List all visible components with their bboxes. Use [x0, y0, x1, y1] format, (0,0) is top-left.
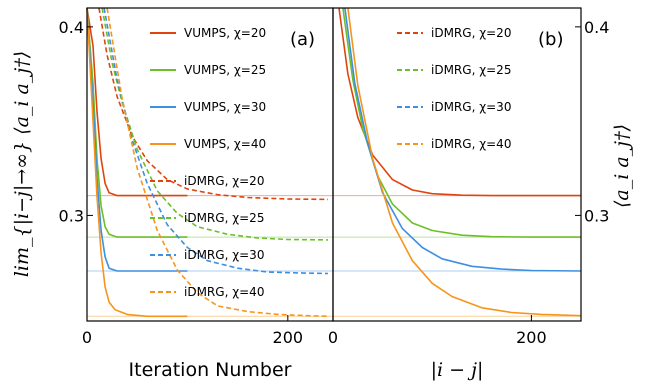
x-tick-label-2: 200 [516, 328, 547, 347]
panel-label-b: (b) [538, 29, 563, 50]
series-a [86, 7, 329, 318]
legend-label-7: iDMRG, χ=30 [184, 248, 264, 262]
x-tick-label-1: 0 [82, 328, 92, 347]
legend-b: iDMRG, χ=20 iDMRG, χ=25 iDMRG, χ=30 iDMRG, … [397, 26, 511, 151]
series-line-5 [338, 7, 581, 197]
legend-label-3: VUMPS, χ=30 [184, 100, 266, 114]
y-tick-label-1: 0.3 [584, 206, 609, 225]
y-axis-label-b: ⟨a_i a_j†⟩ [611, 124, 633, 208]
panel-label-a: (a) [290, 29, 315, 50]
x-tick-label-1: 0 [328, 328, 338, 347]
legend-label-1: iDMRG, χ=20 [431, 26, 511, 40]
series-line-8 [347, 7, 582, 317]
x-tick-label-2: 200 [273, 328, 304, 347]
legend-label-2: VUMPS, χ=25 [184, 63, 266, 77]
series-line-7 [344, 7, 582, 272]
ticks-a: 0 200 0.3 0.4 [59, 18, 304, 347]
series-b [338, 7, 582, 317]
y-axis-label-a: lim_{|i−j|→∞} ⟨a_i a_j†⟩ [11, 51, 33, 277]
series-line-2 [86, 7, 188, 238]
legend-label-8: iDMRG, χ=40 [184, 285, 264, 299]
legend-label-3: iDMRG, χ=30 [431, 100, 511, 114]
y-tick-label-2: 0.4 [59, 18, 84, 37]
axes-frame-b [332, 7, 582, 322]
legend-label-5: iDMRG, χ=20 [184, 174, 264, 188]
series-line-6 [342, 7, 581, 238]
x-axis-label-b: |i − j| [431, 359, 484, 381]
legend-label-1: VUMPS, χ=20 [184, 26, 266, 40]
x-axis-label-a: Iteration Number [129, 359, 292, 381]
legend-a: VUMPS, χ=20 VUMPS, χ=25 VUMPS, χ=30 VUMPS, … [150, 26, 266, 299]
legend-label-6: iDMRG, χ=25 [184, 211, 264, 225]
series-line-4 [86, 7, 188, 318]
axes-frame-a [86, 7, 334, 322]
series-line-5 [98, 7, 329, 201]
series-line-8 [106, 7, 329, 318]
series-line-1 [86, 7, 188, 197]
y-tick-label-1: 0.3 [59, 206, 84, 225]
legend-label-2: iDMRG, χ=25 [431, 63, 511, 77]
ticks-b: 0 200 0.3 0.4 [328, 18, 610, 347]
legend-label-4: VUMPS, χ=40 [184, 137, 266, 151]
y-tick-label-2: 0.4 [584, 18, 609, 37]
legend-label-4: iDMRG, χ=40 [431, 137, 511, 151]
series-line-3 [86, 7, 188, 272]
